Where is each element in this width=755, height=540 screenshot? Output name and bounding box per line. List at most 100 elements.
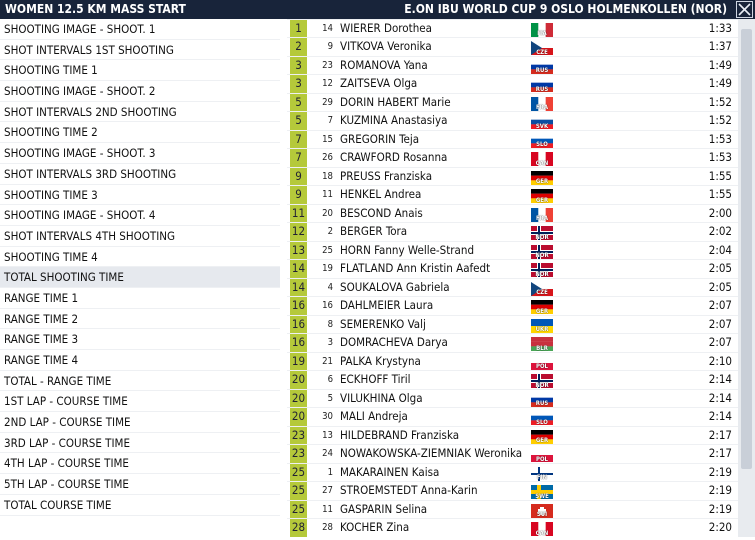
bib-number: 7	[327, 115, 333, 126]
result-row[interactable]: 5 7 KUZMINA Anastasiya SVK 1:52	[287, 112, 738, 130]
nation-code: RUS	[535, 400, 549, 407]
flag-icon	[531, 151, 554, 166]
nation-code: BLR	[536, 344, 548, 352]
rank-badge: 16	[290, 297, 307, 315]
result-row[interactable]: 12 2 BERGER Tora NOR 2:02	[287, 223, 738, 241]
result-row[interactable]: 7 15 GREGORIN Teja SLO 1:53	[287, 130, 738, 148]
rank-badge: 25	[290, 482, 307, 500]
result-row[interactable]: 3 12 ZAITSEVA Olga RUS 1:49	[287, 75, 738, 93]
rank-badge: 5	[290, 93, 307, 111]
menu-item[interactable]: SHOOTING IMAGE - SHOOT. 1	[0, 19, 280, 40]
menu-item[interactable]: RANGE TIME 2	[0, 309, 280, 330]
nation-code: NOR	[535, 252, 549, 259]
rank-badge: 20	[290, 371, 307, 389]
result-row[interactable]: 28 28 KOCHER Zina CAN 2:20	[287, 519, 738, 537]
menu-item[interactable]: SHOOTING TIME 2	[0, 122, 280, 144]
scrollbar-thumb[interactable]	[741, 29, 752, 469]
nation-code: UKR	[535, 326, 549, 333]
result-row[interactable]: 14 19 FLATLAND Ann Kristin Aafedt NOR 2:05	[287, 260, 738, 278]
athlete-name: DORIN HABERT Marie	[340, 94, 451, 109]
bib-number: 20	[322, 207, 333, 219]
menu-item[interactable]: 4TH LAP - COURSE TIME	[0, 453, 280, 475]
nation-code: POL	[536, 455, 548, 463]
result-row[interactable]: 7 26 CRAWFORD Rosanna CAN 1:53	[287, 149, 738, 167]
menu-item[interactable]: SHOOTING IMAGE - SHOOT. 2	[0, 81, 280, 102]
shooting-time: 2:07	[708, 335, 732, 349]
rank-badge: 14	[290, 260, 307, 278]
menu-item[interactable]: SHOOTING IMAGE - SHOOT. 4	[0, 205, 280, 226]
nation-code: GER	[535, 178, 549, 185]
rank-badge: 25	[290, 500, 307, 518]
menu-item[interactable]: 3RD LAP - COURSE TIME	[0, 433, 280, 454]
result-row[interactable]: 11 20 BESCOND Anais FRA 2:00	[287, 204, 738, 222]
menu-item[interactable]: TOTAL - RANGE TIME	[0, 371, 280, 392]
result-row[interactable]: 16 3 DOMRACHEVA Darya BLR 2:07	[287, 334, 738, 352]
result-row[interactable]: 3 23 ROMANOVA Yana RUS 1:49	[287, 56, 738, 74]
result-row[interactable]: 20 6 ECKHOFF Tiril NOR 2:14	[287, 371, 738, 389]
bib-number: 25	[322, 244, 333, 256]
result-row[interactable]: 25 11 GASPARIN Selina SUI 2:19	[287, 500, 738, 518]
bib-number: 1	[327, 466, 333, 478]
menu-item[interactable]: TOTAL COURSE TIME	[0, 495, 280, 516]
menu-item[interactable]: SHOOTING TIME 4	[0, 247, 280, 268]
menu-item[interactable]: RANGE TIME 4	[0, 350, 280, 371]
athlete-name: SEMERENKO Valj	[340, 316, 426, 331]
result-row[interactable]: 2 9 VITKOVA Veronika CZE 1:37	[287, 38, 738, 56]
flag-icon	[531, 281, 553, 296]
menu-item[interactable]: SHOT INTERVALS 2ND SHOOTING	[0, 102, 280, 123]
nation-code: POL	[536, 363, 548, 370]
result-row[interactable]: 16 16 DAHLMEIER Laura GER 2:07	[287, 297, 738, 315]
scrollbar[interactable]	[738, 19, 755, 537]
rank-badge: 20	[290, 389, 307, 407]
shooting-time: 2:17	[708, 446, 732, 460]
close-icon	[738, 3, 751, 16]
bib-number: 14	[322, 22, 333, 34]
result-row[interactable]: 9 11 HENKEL Andrea GER 1:55	[287, 186, 738, 204]
menu-item[interactable]: 5TH LAP - COURSE TIME	[0, 474, 280, 495]
athlete-name: CRAWFORD Rosanna	[340, 150, 448, 164]
result-row[interactable]: 20 30 MALI Andreja SLO 2:14	[287, 408, 738, 426]
menu-item[interactable]: SHOT INTERVALS 1ST SHOOTING	[0, 40, 280, 61]
result-row[interactable]: 1 14 WIERER Dorothea ITA 1:33	[287, 19, 738, 37]
result-row[interactable]: 23 13 HILDEBRAND Franziska GER 2:17	[287, 426, 738, 444]
nation-code: SWE	[535, 492, 549, 500]
results-list: 1 14 WIERER Dorothea ITA 1:33 2 9 VITKOVA Veron…	[287, 19, 738, 537]
athlete-name: VILUKHINA Olga	[340, 390, 423, 405]
rank-badge: 7	[290, 149, 307, 167]
menu-item[interactable]: TOTAL SHOOTING TIME	[0, 267, 280, 288]
nation-code: GER	[535, 307, 549, 315]
menu-item[interactable]: RANGE TIME 3	[0, 329, 280, 350]
result-row[interactable]: 9 18 PREUSS Franziska GER 1:55	[287, 167, 738, 185]
athlete-name: DOMRACHEVA Darya	[340, 335, 448, 349]
menu-item[interactable]: 1ST LAP - COURSE TIME	[0, 391, 280, 413]
result-row[interactable]: 25 27 STROEMSTEDT Anna-Karin SWE 2:19	[287, 482, 738, 500]
bib-number: 24	[322, 448, 333, 459]
athlete-name: KOCHER Zina	[340, 520, 410, 534]
athlete-name: SOUKALOVA Gabriela	[340, 279, 450, 294]
bib-number: 5	[327, 392, 333, 404]
result-row[interactable]: 5 29 DORIN HABERT Marie FRA 1:52	[287, 93, 738, 111]
result-row[interactable]: 25 1 MAKARAINEN Kaisa FIN 2:19	[287, 463, 738, 481]
shooting-time: 1:55	[708, 187, 732, 201]
result-row[interactable]: 20 5 VILUKHINA Olga RUS 2:14	[287, 389, 738, 407]
menu-item[interactable]: SHOT INTERVALS 3RD SHOOTING	[0, 164, 280, 185]
result-row[interactable]: 23 24 NOWAKOWSKA-ZIEMNIAK Weronika POL 2:17	[287, 445, 738, 463]
menu-item[interactable]: 2ND LAP - COURSE TIME	[0, 412, 280, 433]
result-row[interactable]: 19 21 PALKA Krystyna POL 2:10	[287, 352, 738, 370]
flag-icon	[531, 336, 553, 352]
menu-item[interactable]: SHOOTING IMAGE - SHOOT. 3	[0, 143, 280, 164]
competition-title: E.ON IBU WORLD CUP 9 OSLO HOLMENKOLLEN (…	[404, 2, 727, 16]
menu-item[interactable]: SHOT INTERVALS 4TH SHOOTING	[0, 226, 280, 247]
athlete-name: HENKEL Andrea	[340, 187, 422, 201]
shooting-time: 2:10	[708, 353, 732, 368]
result-row[interactable]: 13 25 HORN Fanny Welle-Strand NOR 2:04	[287, 241, 738, 259]
menu-item[interactable]: SHOOTING TIME 3	[0, 185, 280, 206]
bib-number: 8	[327, 318, 333, 330]
menu-item[interactable]: SHOOTING TIME 1	[0, 60, 280, 82]
result-row[interactable]: 14 4 SOUKALOVA Gabriela CZE 2:05	[287, 278, 738, 296]
menu-item[interactable]: RANGE TIME 1	[0, 288, 280, 309]
flag-icon	[531, 318, 553, 333]
close-button[interactable]	[736, 1, 753, 18]
result-row[interactable]: 16 8 SEMERENKO Valj UKR 2:07	[287, 315, 738, 333]
rank-badge: 14	[290, 278, 307, 296]
